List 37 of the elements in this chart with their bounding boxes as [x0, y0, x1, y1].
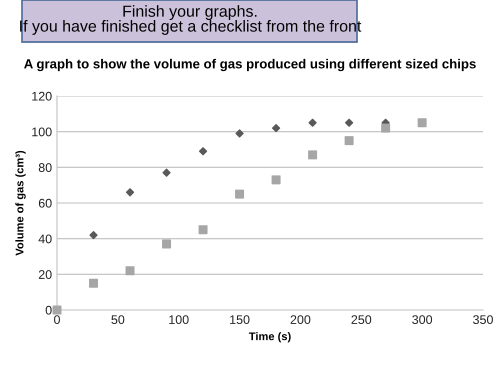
y-tick-label: 20 — [38, 270, 52, 279]
x-tick-label: 300 — [412, 315, 432, 324]
point — [198, 147, 208, 156]
point — [126, 266, 135, 276]
y-tick-label: 80 — [38, 163, 52, 172]
x-tick-label: 100 — [169, 315, 189, 324]
point — [52, 306, 62, 314]
x-axis-title: Time (s) — [248, 332, 291, 342]
point — [235, 190, 244, 199]
x-tick-label: 200 — [290, 315, 310, 324]
point — [162, 168, 171, 177]
point — [162, 240, 172, 249]
y-tick-label: 120 — [32, 92, 52, 101]
point — [344, 136, 354, 146]
point — [272, 175, 281, 184]
point — [418, 118, 427, 128]
x-tick-label: 0 — [54, 315, 60, 324]
y-tick-label: 40 — [38, 234, 52, 244]
x-tick-label: 350 — [473, 315, 493, 324]
y-tick-label: 100 — [32, 127, 52, 136]
chart-title: A graph to show the volume of gas produced using different sized chips — [24, 58, 476, 72]
point — [198, 225, 208, 234]
x-tick-label: 150 — [230, 315, 250, 324]
point — [126, 188, 134, 196]
point — [308, 118, 317, 127]
point — [89, 278, 98, 288]
point — [345, 118, 354, 127]
point — [89, 231, 98, 240]
y-axis-title: Volume of gas (cm³) — [15, 150, 26, 256]
point — [308, 150, 318, 160]
y-tick-label: 60 — [38, 198, 52, 208]
point — [235, 129, 244, 138]
x-tick-label: 250 — [351, 315, 372, 324]
point — [272, 124, 280, 132]
y-tick-label: 0 — [46, 306, 52, 315]
point — [381, 124, 390, 133]
x-tick-label: 50 — [111, 315, 124, 324]
